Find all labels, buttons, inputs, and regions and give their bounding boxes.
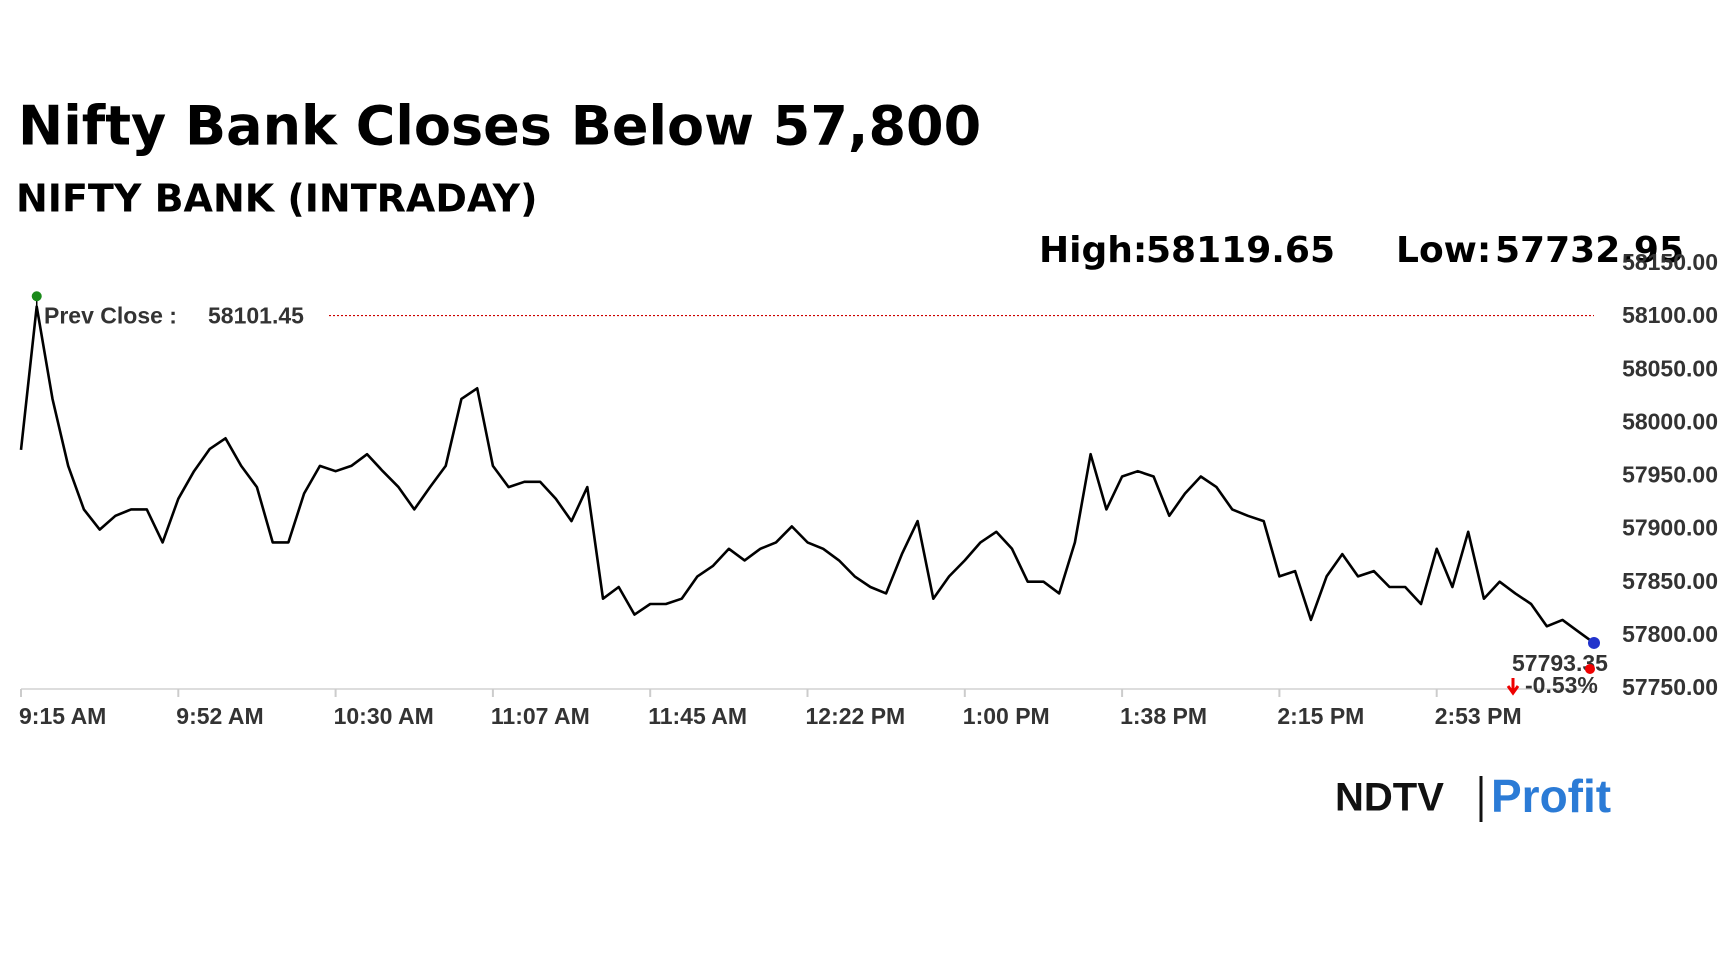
x-tick-label: 11:45 AM [648, 703, 747, 729]
x-tick-label: 1:00 PM [963, 703, 1050, 729]
low-label: Low: [1396, 230, 1491, 271]
logo-brand: NDTV [1335, 776, 1444, 820]
y-tick-label: 57850.00 [1622, 568, 1718, 594]
down-arrow [1506, 678, 1520, 696]
x-tick-label: 2:15 PM [1277, 703, 1364, 729]
prev-close-label: Prev Close : [44, 303, 177, 329]
y-tick-label: 58000.00 [1622, 408, 1718, 434]
y-tick-label: 58100.00 [1622, 302, 1718, 328]
high-marker [31, 291, 42, 302]
change-dot [1585, 663, 1595, 674]
high-value: 58119.65 [1146, 230, 1335, 271]
x-tick-label: 1:38 PM [1120, 703, 1207, 729]
x-tick-label: 9:15 AM [19, 703, 106, 729]
logo-product: Profit [1491, 770, 1611, 822]
change-label: -0.53% [1525, 672, 1598, 698]
y-tick-label: 57950.00 [1622, 462, 1718, 488]
y-tick-label: 58050.00 [1622, 355, 1718, 381]
last-marker [1588, 636, 1600, 649]
x-tick-label: 11:07 AM [491, 703, 590, 729]
chart-title: Nifty Bank Closes Below 57,800 [18, 95, 981, 158]
price-line [19, 305, 1595, 644]
low-value: 57732.95 [1495, 230, 1684, 271]
x-tick-label: 9:52 AM [176, 703, 263, 729]
y-tick-label: 58150.00 [1622, 249, 1718, 275]
y-tick-label: 57750.00 [1622, 674, 1718, 700]
y-tick-label: 57800.00 [1622, 621, 1718, 647]
x-tick-label: 2:53 PM [1435, 703, 1522, 729]
x-tick-label: 10:30 AM [334, 703, 434, 729]
x-tick-label: 12:22 PM [806, 703, 906, 729]
high-label: High: [1039, 230, 1147, 271]
y-tick-label: 57900.00 [1622, 515, 1718, 541]
chart-subtitle: NIFTY BANK (INTRADAY) [16, 177, 538, 221]
prev-close-value: 58101.45 [208, 303, 304, 329]
